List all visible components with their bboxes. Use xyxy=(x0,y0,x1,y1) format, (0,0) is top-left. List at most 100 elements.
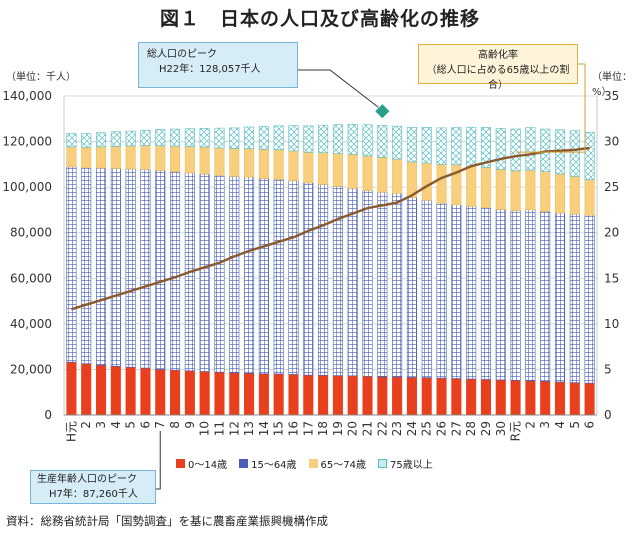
left-tick-label: 40,000 xyxy=(10,317,52,331)
bar-segment-0-14 xyxy=(332,375,343,416)
bar-segment-65-74 xyxy=(140,145,151,170)
bar-segment-0-14 xyxy=(140,367,151,416)
x-tick-label: 21 xyxy=(361,421,375,436)
bar-segment-0-14 xyxy=(436,377,447,416)
bar-segment-75plus xyxy=(569,130,580,177)
bar-segment-65-74 xyxy=(170,145,181,172)
left-tick-label: 120,000 xyxy=(2,135,52,149)
bar-segment-15-64 xyxy=(303,182,314,376)
bar-segment-0-14 xyxy=(184,370,195,416)
legend-item-0-14: 0～14歳 xyxy=(176,456,227,471)
bar-segment-0-14 xyxy=(110,365,121,416)
bar-segment-15-64 xyxy=(569,213,580,383)
x-tick-label: 20 xyxy=(346,421,360,436)
bar-segment-15-64 xyxy=(125,168,136,368)
bar-segment-15-64 xyxy=(214,174,225,373)
x-tick-label: 6 xyxy=(583,421,597,429)
right-axis-unit: （単位：%） xyxy=(592,72,632,98)
bar-segment-15-64 xyxy=(406,197,417,378)
callout-working-value: H7年：87,260千人 xyxy=(49,489,138,500)
bar-segment-15-64 xyxy=(525,209,536,382)
x-tick-label: 8 xyxy=(168,421,182,429)
bar-segment-65-74 xyxy=(318,152,329,185)
bar-segment-0-14 xyxy=(125,366,136,416)
x-tick-label: 14 xyxy=(257,421,271,436)
bar-segment-15-64 xyxy=(451,204,462,379)
bar-segment-15-64 xyxy=(155,170,166,370)
bar-segment-65-74 xyxy=(273,149,284,180)
bar-segment-75plus xyxy=(303,125,314,153)
bar-segment-0-14 xyxy=(451,378,462,416)
bar-segment-75plus xyxy=(229,127,240,149)
x-tick-label: 25 xyxy=(420,421,434,436)
bar-segment-0-14 xyxy=(540,380,551,416)
bar-segment-65-74 xyxy=(540,171,551,212)
bar-segment-0-14 xyxy=(273,373,284,416)
bar-segment-75plus xyxy=(525,127,536,171)
x-tick-label: 6 xyxy=(138,421,152,429)
legend-label-15-64: 15～64歳 xyxy=(251,460,297,471)
x-tick-label: 15 xyxy=(272,421,286,436)
bar-segment-65-74 xyxy=(184,146,195,174)
axes: 0 20,000 40,000 60,000 80,000 100,000 120,000 1… xyxy=(2,89,619,442)
bar-segment-65-74 xyxy=(495,169,506,210)
x-tick-label: 29 xyxy=(479,421,493,436)
bar-segment-65-74 xyxy=(95,146,107,169)
bar-segment-0-14 xyxy=(466,378,477,416)
x-tick-label: 17 xyxy=(301,421,315,436)
legend-label-0-14: 0～14歳 xyxy=(188,460,228,471)
bar-segment-15-64 xyxy=(554,212,566,383)
bar-segment-15-64 xyxy=(466,205,477,380)
bar-segment-0-14 xyxy=(510,380,521,416)
bar-segment-75plus xyxy=(95,132,107,148)
bar-segment-15-64 xyxy=(584,214,595,384)
bar-segment-65-74 xyxy=(347,154,358,189)
left-tick-label: 100,000 xyxy=(2,180,52,194)
bar-segment-75plus xyxy=(332,124,343,154)
bar-segment-15-64 xyxy=(110,168,121,367)
bar-segment-75plus xyxy=(214,127,225,149)
bar-segment-75plus xyxy=(155,129,166,147)
bar-segment-15-64 xyxy=(318,184,329,376)
legend: 0～14歳 15～64歳 65～74歳 75歳以上 xyxy=(176,456,433,471)
bar-segment-15-64 xyxy=(332,186,343,376)
x-tick-label: 3 xyxy=(94,421,108,429)
x-tick-label: 11 xyxy=(212,421,226,436)
right-tick-label: 15 xyxy=(604,271,619,285)
bar-segment-75plus xyxy=(184,128,195,147)
bar-segment-75plus xyxy=(377,125,388,158)
bar-segment-15-64 xyxy=(244,176,255,374)
bar-segment-15-64 xyxy=(140,169,151,369)
left-tick-label: 20,000 xyxy=(10,362,52,376)
bar-segment-75plus xyxy=(451,127,462,166)
x-tick-label: 23 xyxy=(390,421,404,436)
bar-segment-75plus xyxy=(362,124,373,157)
bar-segment-75plus xyxy=(81,133,92,148)
bar-segment-65-74 xyxy=(480,167,491,208)
left-tick-label: 0 xyxy=(44,408,52,422)
right-tick-label: 10 xyxy=(604,317,619,331)
bar-segment-0-14 xyxy=(347,375,358,416)
bar-segment-75plus xyxy=(436,127,447,165)
bar-segment-75plus xyxy=(466,126,477,167)
callout-working-title: 生産年齢人口のピーク xyxy=(37,474,137,485)
total-callout-leader xyxy=(298,69,379,108)
x-tick-label: 19 xyxy=(331,421,345,436)
bars xyxy=(66,123,595,416)
right-tick-label: 25 xyxy=(604,180,619,194)
bar-segment-75plus xyxy=(125,130,136,147)
x-tick-label: 4 xyxy=(553,421,567,429)
bar-segment-75plus xyxy=(140,129,151,146)
source-note: 資料：総務省統計局「国勢調査」を基に農畜産業振興機構作成 xyxy=(6,514,328,528)
bar-segment-0-14 xyxy=(229,372,240,416)
bar-segment-15-64 xyxy=(421,199,432,378)
bar-segment-65-74 xyxy=(510,170,521,211)
right-tick-label: 30 xyxy=(604,135,619,149)
bar-segment-0-14 xyxy=(303,374,314,416)
bar-segment-15-64 xyxy=(66,166,77,363)
chart-title: 図１ 日本の人口及び高齢化の推移 xyxy=(159,8,480,30)
callout-aging-desc: （総人口に占める65歳以上の割合） xyxy=(426,65,570,91)
bar-segment-0-14 xyxy=(66,361,77,416)
bar-segment-0-14 xyxy=(155,369,166,416)
